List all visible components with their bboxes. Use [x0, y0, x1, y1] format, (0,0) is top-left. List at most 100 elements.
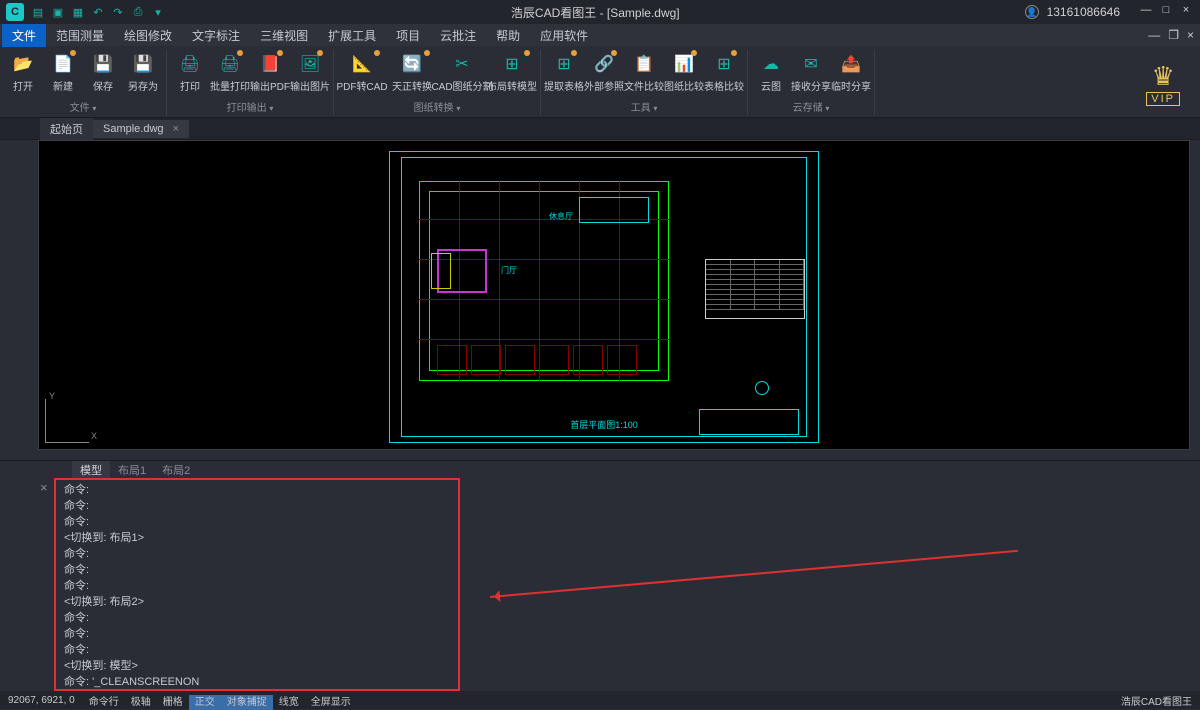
schedule-table — [705, 259, 805, 319]
command-line: <切换到: 布局1> — [64, 530, 450, 546]
command-line: 命令: — [64, 642, 450, 658]
ribbon-btn-文件-3[interactable]: 💾另存为 — [124, 50, 162, 95]
title-bar: C ▤ ▣ ▦ ↶ ↷ ⎙ ▾ 浩辰CAD看图王 - [Sample.dwg] … — [0, 0, 1200, 24]
layout-tab-2[interactable]: 布局2 — [154, 461, 198, 479]
qat-open-icon[interactable]: ▣ — [50, 4, 66, 20]
ribbon-btn-打印输出-3[interactable]: 🖼输出图片 — [291, 50, 329, 95]
menu-6[interactable]: 项目 — [386, 24, 430, 47]
document-tabs: 起始页 Sample.dwg × — [0, 118, 1200, 140]
ribbon-group-0: 📂打开📄新建💾保存💾另存为文件 ▾ — [0, 50, 167, 116]
command-line: 命令: — [64, 498, 450, 514]
qat-dropdown-icon[interactable]: ▾ — [150, 4, 166, 20]
status-btn-2[interactable]: 栅格 — [157, 695, 189, 710]
command-line: 命令: — [64, 626, 450, 642]
ribbon-btn-工具-0[interactable]: ⊞提取表格 — [545, 50, 583, 95]
drawing-canvas[interactable]: 休息厅 门厅 — [38, 140, 1190, 450]
status-bar: 92067, 6921, 0 命令行极轴栅格正交对象捕捉线宽全屏显示 浩辰CAD… — [0, 691, 1200, 709]
user-name[interactable]: 13161086646 — [1047, 5, 1120, 19]
ribbon-btn-工具-2[interactable]: 📋文件比较 — [625, 50, 663, 95]
layout-tab-0[interactable]: 模型 — [72, 461, 110, 479]
ribbon-btn-工具-4[interactable]: ⊞表格比较 — [705, 50, 743, 95]
doc-restore-icon[interactable]: ❐ — [1164, 28, 1183, 42]
status-btn-5[interactable]: 线宽 — [273, 695, 305, 710]
menu-2[interactable]: 绘图修改 — [114, 24, 182, 47]
ribbon-btn-文件-2[interactable]: 💾保存 — [84, 50, 122, 95]
command-line: <切换到: 布局2> — [64, 594, 450, 610]
ribbon-btn-打印输出-2[interactable]: 📕输出PDF — [251, 50, 289, 95]
ribbon-group-3: ⊞提取表格🔗外部参照📋文件比较📊图纸比较⊞表格比较工具 ▾ — [541, 50, 748, 116]
ribbon-btn-云存储-0[interactable]: ☁云图 — [752, 50, 790, 95]
doc-close-icon[interactable]: × — [1183, 28, 1198, 42]
command-annotation-area — [460, 478, 1190, 691]
ribbon-btn-工具-1[interactable]: 🔗外部参照 — [585, 50, 623, 95]
command-line: <切换到: 模型> — [64, 658, 450, 674]
vip-badge[interactable]: ♛ VIP — [1146, 61, 1180, 106]
menu-1[interactable]: 范围测量 — [46, 24, 114, 47]
minimize-button[interactable]: — — [1138, 4, 1154, 20]
doc-minimize-icon[interactable]: — — [1144, 28, 1164, 42]
menu-9[interactable]: 应用软件 — [530, 24, 598, 47]
qat-undo-icon[interactable]: ↶ — [90, 4, 106, 20]
qat-save-icon[interactable]: ▦ — [70, 4, 86, 20]
tab-home[interactable]: 起始页 — [40, 118, 93, 140]
tab-close-icon[interactable]: × — [173, 123, 179, 135]
user-area: 👤 13161086646 — □ × — [1025, 4, 1194, 20]
command-line: 命令: — [64, 514, 450, 530]
ribbon-btn-图纸转换-2[interactable]: ✂CAD图纸分割 — [438, 50, 486, 95]
menu-3[interactable]: 文字标注 — [182, 24, 250, 47]
command-history[interactable]: 命令:命令:命令:<切换到: 布局1>命令:命令:命令:<切换到: 布局2>命令… — [54, 478, 460, 691]
menu-8[interactable]: 帮助 — [486, 24, 530, 47]
menu-5[interactable]: 扩展工具 — [318, 24, 386, 47]
ribbon-btn-打印输出-0[interactable]: 🖨打印 — [171, 50, 209, 95]
drawing-content: 休息厅 门厅 — [389, 151, 819, 443]
menu-bar: 文件范围测量绘图修改文字标注三维视图扩展工具项目云批注帮助应用软件 — ❐ × — [0, 24, 1200, 46]
status-btn-6[interactable]: 全屏显示 — [305, 695, 357, 710]
ribbon-btn-打印输出-1[interactable]: 🖨批量打印 — [211, 50, 249, 95]
crown-icon: ♛ — [1146, 61, 1180, 92]
ribbon-btn-图纸转换-3[interactable]: ⊞布局转模型 — [488, 50, 536, 95]
maximize-button[interactable]: □ — [1158, 4, 1174, 20]
command-close-icon[interactable]: × — [38, 478, 54, 691]
close-button[interactable]: × — [1178, 4, 1194, 20]
qat-print-icon[interactable]: ⎙ — [130, 4, 146, 20]
ribbon: 📂打开📄新建💾保存💾另存为文件 ▾🖨打印🖨批量打印📕输出PDF🖼输出图片打印输出… — [0, 46, 1200, 118]
layout-tab-1[interactable]: 布局1 — [110, 461, 154, 479]
menu-7[interactable]: 云批注 — [430, 24, 486, 47]
qat-redo-icon[interactable]: ↷ — [110, 4, 126, 20]
ribbon-btn-图纸转换-0[interactable]: 📐PDF转CAD — [338, 50, 386, 95]
status-app-name: 浩辰CAD看图王 — [1121, 693, 1200, 708]
tab-sample[interactable]: Sample.dwg × — [93, 120, 189, 138]
status-btn-3[interactable]: 正交 — [189, 695, 221, 710]
drawing-title: 首层平面图1:100 — [570, 418, 638, 431]
ribbon-group-4: ☁云图✉接收分享📤临时分享云存储 ▾ — [748, 50, 875, 116]
layout-tabs: 模型布局1布局2 — [0, 460, 1200, 478]
status-btn-1[interactable]: 极轴 — [125, 695, 157, 710]
ucs-icon: Y X — [45, 393, 95, 443]
ribbon-btn-文件-1[interactable]: 📄新建 — [44, 50, 82, 95]
north-arrow-icon — [755, 381, 769, 395]
command-line: 命令: '_CLEANSCREENON — [64, 674, 450, 690]
user-icon[interactable]: 👤 — [1025, 5, 1039, 19]
command-line: 命令: — [64, 610, 450, 626]
ribbon-btn-云存储-2[interactable]: 📤临时分享 — [832, 50, 870, 95]
ribbon-group-1: 🖨打印🖨批量打印📕输出PDF🖼输出图片打印输出 ▾ — [167, 50, 334, 116]
ribbon-btn-图纸转换-1[interactable]: 🔄天正转换 — [388, 50, 436, 95]
title-block — [699, 409, 799, 435]
coordinates: 92067, 6921, 0 — [0, 695, 83, 706]
command-line: 命令: — [64, 546, 450, 562]
command-window: × 命令:命令:命令:<切换到: 布局1>命令:命令:命令:<切换到: 布局2>… — [38, 478, 1190, 691]
ribbon-btn-工具-3[interactable]: 📊图纸比较 — [665, 50, 703, 95]
app-logo: C — [6, 3, 24, 21]
status-btn-4[interactable]: 对象捕捉 — [221, 695, 273, 710]
annotation-arrow — [490, 550, 1018, 598]
qat-new-icon[interactable]: ▤ — [30, 4, 46, 20]
menu-4[interactable]: 三维视图 — [250, 24, 318, 47]
status-btn-0[interactable]: 命令行 — [83, 695, 125, 710]
ribbon-btn-文件-0[interactable]: 📂打开 — [4, 50, 42, 95]
canvas-area: 休息厅 门厅 — [0, 140, 1200, 460]
ribbon-group-2: 📐PDF转CAD🔄天正转换✂CAD图纸分割⊞布局转模型图纸转换 ▾ — [334, 50, 541, 116]
menu-0[interactable]: 文件 — [2, 24, 46, 47]
command-line: 命令: — [64, 562, 450, 578]
ribbon-btn-云存储-1[interactable]: ✉接收分享 — [792, 50, 830, 95]
command-line: 命令: — [64, 482, 450, 498]
